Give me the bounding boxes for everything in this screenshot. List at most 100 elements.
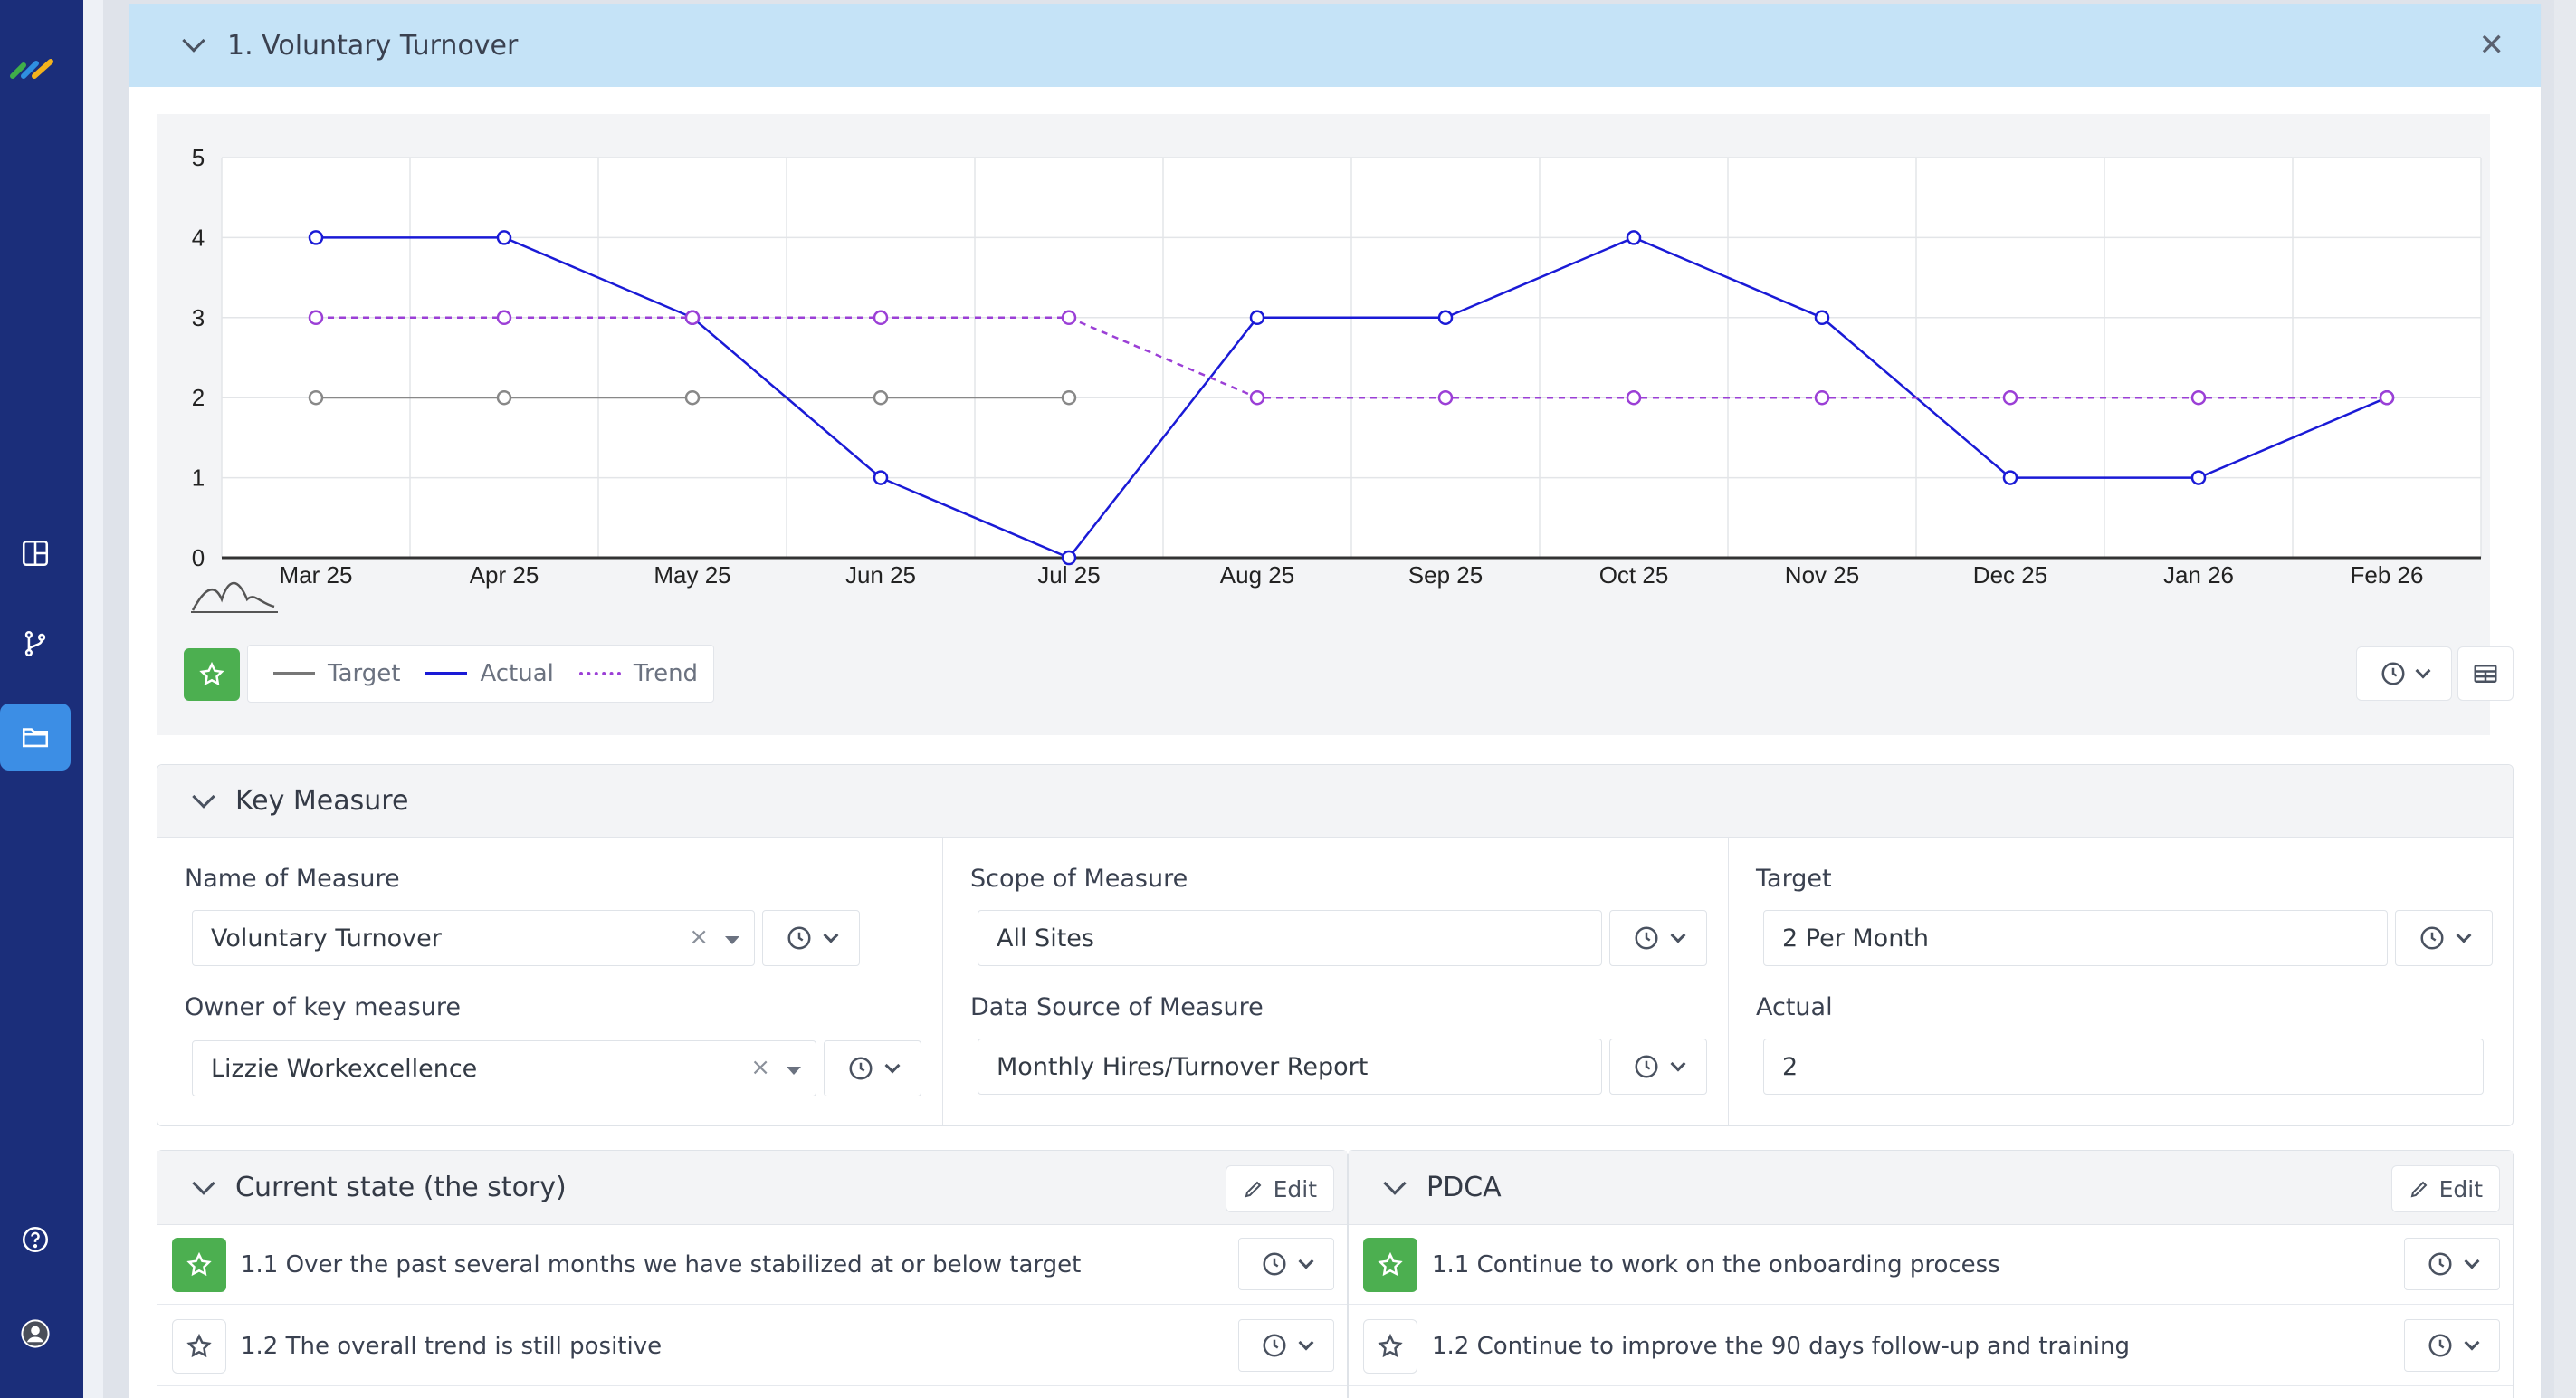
chart-panel: 0 1 2 3 4 5 Mar 25 Apr 25 May 25 Jun 25 Jul 25 Aug … bbox=[157, 114, 2514, 735]
key-measure-column-2: Scope of Measure All Sites Data Source o… bbox=[943, 838, 1729, 1125]
data-point-trend bbox=[2002, 389, 2018, 406]
key-measure-header[interactable]: Key Measure bbox=[157, 765, 2513, 838]
owner-history-button[interactable] bbox=[824, 1040, 921, 1096]
item-history-button[interactable] bbox=[2404, 1238, 2500, 1290]
list-item: 1.2 Continue to improve the 90 days foll… bbox=[1349, 1307, 2513, 1386]
star-toggle-button[interactable] bbox=[1363, 1318, 1417, 1374]
chevron-down-icon[interactable] bbox=[182, 29, 205, 53]
chart-history-button[interactable] bbox=[2356, 646, 2452, 701]
data-point-trend bbox=[1061, 310, 1077, 326]
name-history-button[interactable] bbox=[762, 910, 860, 966]
target-value: 2 Per Month bbox=[1782, 924, 1929, 953]
series-line-trend bbox=[316, 316, 2387, 399]
clear-icon[interactable]: × bbox=[750, 1054, 770, 1081]
current-state-header[interactable]: Current state (the story) Edit bbox=[157, 1151, 1347, 1225]
legend-label-target: Target bbox=[328, 660, 401, 687]
owner-select[interactable]: Lizzie Workexcellence × bbox=[192, 1040, 816, 1096]
clock-icon bbox=[2427, 1332, 2454, 1359]
legend-swatch-actual bbox=[425, 672, 468, 675]
scope-value: All Sites bbox=[997, 924, 1094, 953]
y-tick-label: 1 bbox=[192, 464, 205, 492]
item-history-button[interactable] bbox=[2404, 1319, 2500, 1372]
data-source-value: Monthly Hires/Turnover Report bbox=[997, 1052, 1369, 1081]
list-item-text: 1.2 The overall trend is still positive bbox=[241, 1332, 663, 1360]
data-point-actual bbox=[1626, 230, 1642, 245]
legend-item-trend[interactable]: Trend bbox=[578, 660, 698, 687]
table-view-button[interactable] bbox=[2457, 646, 2514, 701]
x-tick-label: Oct 25 bbox=[1599, 561, 1669, 589]
legend-item-actual[interactable]: Actual bbox=[425, 660, 554, 687]
scope-history-button[interactable] bbox=[1609, 910, 1707, 966]
item-history-button[interactable] bbox=[1238, 1319, 1334, 1372]
list-item: 1.1 Over the past several months we have… bbox=[157, 1225, 1347, 1305]
star-icon bbox=[1378, 1251, 1403, 1276]
chevron-down-icon bbox=[1670, 1056, 1686, 1072]
layout-icon bbox=[22, 540, 49, 567]
edit-label: Edit bbox=[1273, 1175, 1317, 1202]
data-point-actual bbox=[1061, 550, 1077, 566]
sidebar-item-branches[interactable] bbox=[0, 610, 71, 677]
star-outline-icon bbox=[1378, 1333, 1403, 1357]
clock-icon bbox=[2380, 660, 2407, 687]
app-logo-icon[interactable] bbox=[9, 54, 63, 81]
user-avatar-icon bbox=[21, 1319, 50, 1348]
sidebar-item-folders[interactable] bbox=[0, 704, 71, 771]
folder-icon bbox=[22, 728, 49, 748]
data-point-trend bbox=[1626, 389, 1642, 406]
pencil-icon bbox=[2410, 1181, 2427, 1198]
data-source-history-button[interactable] bbox=[1609, 1039, 1707, 1095]
chevron-down-icon[interactable] bbox=[192, 1171, 215, 1195]
target-input[interactable]: 2 Per Month bbox=[1763, 910, 2388, 966]
star-toggle-button[interactable] bbox=[172, 1237, 226, 1292]
legend-item-target[interactable]: Target bbox=[273, 660, 400, 687]
chevron-down-icon[interactable] bbox=[192, 784, 215, 809]
x-tick-label: Jun 25 bbox=[845, 561, 916, 589]
name-of-measure-select[interactable]: Voluntary Turnover × bbox=[192, 910, 755, 966]
x-tick-label: Mar 25 bbox=[280, 561, 353, 589]
dropdown-caret-icon[interactable] bbox=[725, 936, 739, 944]
clear-icon[interactable]: × bbox=[689, 924, 709, 951]
sparkline-icon bbox=[191, 581, 275, 611]
chevron-down-icon bbox=[1298, 1335, 1314, 1351]
dropdown-caret-icon[interactable] bbox=[787, 1067, 801, 1075]
data-source-input[interactable]: Monthly Hires/Turnover Report bbox=[978, 1039, 1602, 1095]
x-tick-label: May 25 bbox=[654, 561, 730, 589]
data-point-actual bbox=[308, 230, 324, 245]
data-point-trend bbox=[2379, 389, 2395, 406]
star-toggle-button[interactable] bbox=[172, 1318, 226, 1374]
list-item-text: 1.1 Continue to work on the onboarding p… bbox=[1432, 1250, 2000, 1278]
owner-value: Lizzie Workexcellence bbox=[211, 1054, 478, 1083]
pdca-header[interactable]: PDCA Edit bbox=[1349, 1151, 2513, 1225]
chevron-down-icon[interactable] bbox=[1383, 1171, 1407, 1195]
sidebar-item-help[interactable] bbox=[0, 1206, 71, 1273]
measure-card: 1. Voluntary Turnover ✕ 0 1 2 3 4 5 Mar 25 Apr … bbox=[129, 4, 2542, 1398]
current-state-edit-button[interactable]: Edit bbox=[1225, 1165, 1334, 1212]
y-tick-label: 2 bbox=[192, 384, 205, 411]
chart-legend: Target Actual Trend bbox=[247, 645, 714, 703]
pdca-edit-button[interactable]: Edit bbox=[2390, 1165, 2500, 1212]
edit-label: Edit bbox=[2438, 1175, 2483, 1202]
card-title: 1. Voluntary Turnover bbox=[227, 29, 519, 62]
table-icon bbox=[2474, 665, 2497, 683]
data-point-target bbox=[308, 389, 324, 406]
sidebar-item-layout[interactable] bbox=[0, 520, 71, 587]
actual-input[interactable]: 2 bbox=[1763, 1039, 2484, 1095]
data-point-actual bbox=[1249, 310, 1265, 326]
key-measure-column-3: Target 2 Per Month Actual 2 bbox=[1729, 838, 2513, 1125]
close-icon[interactable]: ✕ bbox=[2478, 27, 2505, 63]
legend-label-actual: Actual bbox=[480, 660, 554, 687]
key-measure-section: Key Measure Name of Measure Voluntary Tu… bbox=[157, 764, 2514, 1126]
target-history-button[interactable] bbox=[2395, 910, 2493, 966]
card-header[interactable]: 1. Voluntary Turnover ✕ bbox=[129, 4, 2541, 87]
favorite-star-button[interactable] bbox=[184, 648, 240, 701]
scope-input[interactable]: All Sites bbox=[978, 910, 1602, 966]
chevron-down-icon bbox=[2456, 927, 2472, 943]
item-history-button[interactable] bbox=[1238, 1238, 1334, 1290]
data-point-trend bbox=[1437, 389, 1454, 406]
clock-icon bbox=[2427, 1250, 2454, 1278]
data-point-actual bbox=[1814, 310, 1830, 326]
sidebar-item-profile[interactable] bbox=[0, 1300, 71, 1367]
right-gutter bbox=[2554, 0, 2576, 1398]
star-toggle-button[interactable] bbox=[1363, 1237, 1417, 1292]
owner-label: Owner of key measure bbox=[185, 993, 461, 1021]
